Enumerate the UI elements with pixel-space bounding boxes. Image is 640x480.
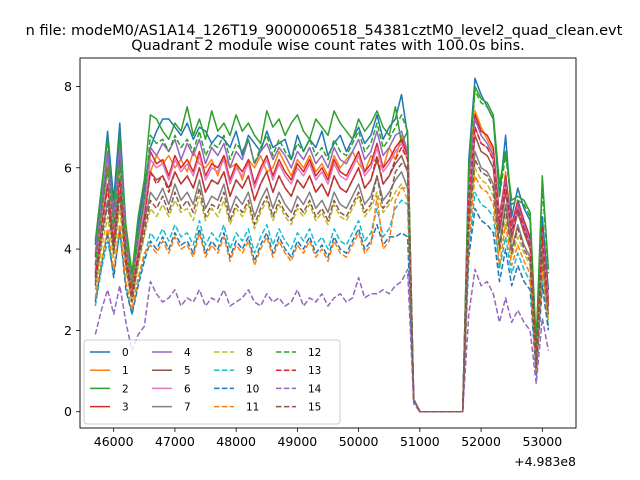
x-tick-label: 46000 — [94, 434, 134, 449]
legend-label-13: 13 — [308, 365, 321, 377]
series-line-15 — [94, 158, 550, 413]
plot-frame — [79, 57, 577, 429]
y-tick-label: 6 — [64, 160, 72, 175]
y-tick-label: 0 — [64, 404, 72, 419]
series-line-11 — [94, 175, 550, 413]
series-line-10 — [94, 207, 550, 413]
y-axis: 0 2 4 6 8 — [64, 79, 80, 419]
legend-box — [83, 339, 341, 425]
legend-label-5: 5 — [184, 365, 191, 377]
x-tick-label: 50000 — [339, 434, 379, 449]
y-tick-label: 2 — [64, 323, 72, 338]
x-tick-label: 51000 — [400, 434, 440, 449]
series-line-13 — [94, 126, 550, 413]
x-tick-label: 49000 — [277, 434, 317, 449]
legend-label-14: 14 — [308, 383, 322, 395]
x-axis: 46000 47000 48000 49000 50000 51000 52000 53000 — [94, 428, 562, 449]
legend-label-2: 2 — [122, 383, 129, 395]
figure-suptitle: n file: modeM0/AS1A14_126T19_9000006518_… — [26, 23, 623, 39]
series-line-4 — [94, 118, 550, 413]
series-line-12 — [94, 89, 550, 413]
x-tick-label: 48000 — [216, 434, 256, 449]
legend-label-6: 6 — [184, 383, 191, 395]
legend-label-4: 4 — [184, 347, 191, 359]
series-line-9 — [94, 191, 550, 413]
series-line-14 — [94, 268, 550, 413]
x-tick-label: 53000 — [522, 434, 562, 449]
legend-label-9: 9 — [246, 365, 253, 377]
legend-label-0: 0 — [122, 347, 129, 359]
legend-label-7: 7 — [184, 402, 191, 414]
y-tick-label: 8 — [64, 79, 72, 94]
series-line-7 — [94, 150, 550, 413]
y-tick-label: 4 — [64, 242, 72, 257]
x-tick-label: 47000 — [155, 434, 195, 449]
legend-label-11: 11 — [246, 402, 259, 414]
x-offset-label: +4.983e8 — [514, 454, 576, 469]
series-layer — [94, 77, 550, 413]
legend-label-8: 8 — [246, 347, 253, 359]
legend-label-3: 3 — [122, 402, 129, 414]
chart-title: Quadrant 2 module wise count rates with … — [131, 38, 525, 54]
legend-label-10: 10 — [246, 383, 259, 395]
legend-label-12: 12 — [308, 347, 321, 359]
legend-label-15: 15 — [308, 402, 321, 414]
legend-label-1: 1 — [122, 365, 129, 377]
x-tick-label: 52000 — [461, 434, 501, 449]
